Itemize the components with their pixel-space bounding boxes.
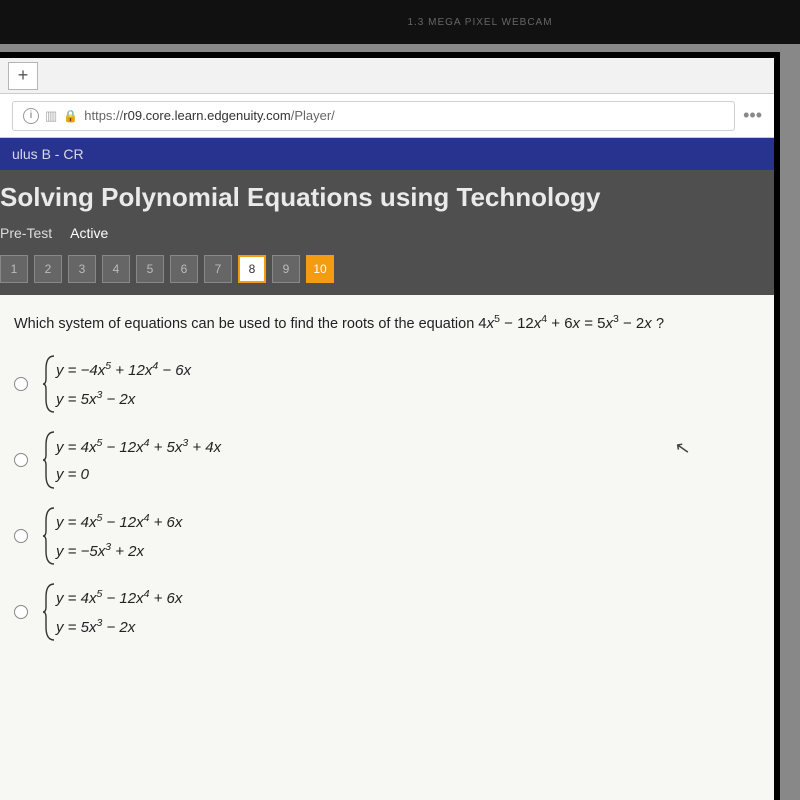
answer-options: y = −4x5 + 12x4 − 6xy = 5x3 − 2xy = 4x5 … <box>14 354 760 642</box>
system-lines: y = −4x5 + 12x4 − 6x y = 5x3 − 2x <box>56 354 191 414</box>
browser-tabbar: + <box>0 58 774 94</box>
equation-system: y = −4x5 + 12x4 − 6x y = 5x3 − 2x <box>42 354 191 414</box>
question-equation: 4x5 − 12x4 + 6x = 5x3 − 2x <box>478 315 656 332</box>
url-text: https://r09.core.learn.edgenuity.com/Pla… <box>84 108 335 123</box>
lesson-header: Solving Polynomial Equations using Techn… <box>0 170 774 295</box>
system-line-2: y = 0 <box>56 466 221 483</box>
left-brace-icon <box>42 354 56 414</box>
pretest-label: Pre-Test <box>0 225 52 241</box>
system-line-2: y = −5x3 + 2x <box>56 541 182 560</box>
active-label: Active <box>70 225 108 241</box>
question-nav-1[interactable]: 1 <box>0 255 28 283</box>
system-line-1: y = 4x5 − 12x4 + 6x <box>56 588 182 607</box>
question-nav-9[interactable]: 9 <box>272 255 300 283</box>
question-nav-7[interactable]: 7 <box>204 255 232 283</box>
answer-option-2[interactable]: y = 4x5 − 12x4 + 5x3 + 4x y = 0 <box>14 430 760 490</box>
question-nav-3[interactable]: 3 <box>68 255 96 283</box>
left-brace-icon <box>42 582 56 642</box>
system-line-2: y = 5x3 − 2x <box>56 617 182 636</box>
system-line-2: y = 5x3 − 2x <box>56 389 191 408</box>
radio-button[interactable] <box>14 377 28 391</box>
question-content: Which system of equations can be used to… <box>0 295 774 800</box>
answer-option-4[interactable]: y = 4x5 − 12x4 + 6x y = 5x3 − 2x <box>14 582 760 642</box>
question-nav-4[interactable]: 4 <box>102 255 130 283</box>
equation-system: y = 4x5 − 12x4 + 6x y = 5x3 − 2x <box>42 582 182 642</box>
lock-icon: 🔒 <box>63 109 78 123</box>
plus-icon: + <box>18 65 29 86</box>
tracking-icon: ▥ <box>45 108 57 124</box>
radio-button[interactable] <box>14 529 28 543</box>
system-line-1: y = −4x5 + 12x4 − 6x <box>56 360 191 379</box>
webcam-label: 1.3 MEGA PIXEL WEBCAM <box>407 17 552 28</box>
equation-system: y = 4x5 − 12x4 + 6x y = −5x3 + 2x <box>42 506 182 566</box>
course-breadcrumb: ulus B - CR <box>12 146 84 162</box>
radio-button[interactable] <box>14 605 28 619</box>
radio-button[interactable] <box>14 453 28 467</box>
course-breadcrumb-bar: ulus B - CR <box>0 138 774 170</box>
question-nav-2[interactable]: 2 <box>34 255 62 283</box>
question-nav-10[interactable]: 10 <box>306 255 334 283</box>
question-nav-6[interactable]: 6 <box>170 255 198 283</box>
system-lines: y = 4x5 − 12x4 + 6x y = −5x3 + 2x <box>56 506 182 566</box>
url-field[interactable]: i ▥ 🔒 https://r09.core.learn.edgenuity.c… <box>12 101 735 131</box>
more-menu-icon[interactable]: ••• <box>743 105 762 126</box>
question-nav: 12345678910 <box>0 247 764 295</box>
system-line-1: y = 4x5 − 12x4 + 6x <box>56 512 182 531</box>
question-nav-8[interactable]: 8 <box>238 255 266 283</box>
left-brace-icon <box>42 506 56 566</box>
webcam-bezel: 1.3 MEGA PIXEL WEBCAM <box>0 0 800 44</box>
screen-viewport: + i ▥ 🔒 https://r09.core.learn.edgenuity… <box>0 52 780 800</box>
new-tab-button[interactable]: + <box>8 62 38 90</box>
answer-option-1[interactable]: y = −4x5 + 12x4 − 6x y = 5x3 − 2x <box>14 354 760 414</box>
system-lines: y = 4x5 − 12x4 + 5x3 + 4x y = 0 <box>56 430 221 490</box>
system-line-1: y = 4x5 − 12x4 + 5x3 + 4x <box>56 437 221 456</box>
system-lines: y = 4x5 − 12x4 + 6x y = 5x3 − 2x <box>56 582 182 642</box>
lesson-title: Solving Polynomial Equations using Techn… <box>0 182 764 213</box>
question-nav-5[interactable]: 5 <box>136 255 164 283</box>
answer-option-3[interactable]: y = 4x5 − 12x4 + 6x y = −5x3 + 2x <box>14 506 760 566</box>
equation-system: y = 4x5 − 12x4 + 5x3 + 4x y = 0 <box>42 430 221 490</box>
info-icon: i <box>23 108 39 124</box>
question-stem: Which system of equations can be used to… <box>14 313 760 332</box>
browser-urlbar: i ▥ 🔒 https://r09.core.learn.edgenuity.c… <box>0 94 774 138</box>
left-brace-icon <box>42 430 56 490</box>
